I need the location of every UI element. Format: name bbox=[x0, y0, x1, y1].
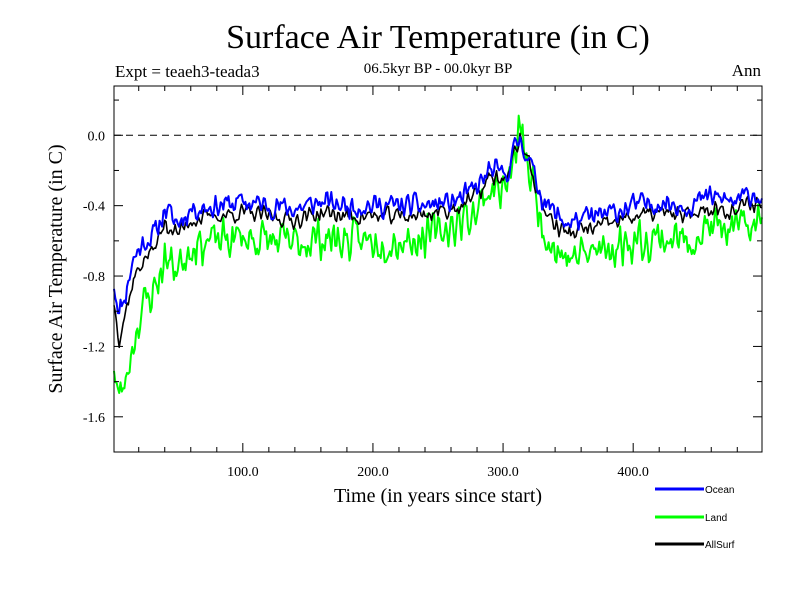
x-tick-label: 300.0 bbox=[487, 465, 519, 480]
series-line-ocean bbox=[113, 136, 763, 315]
series-line-allsurf bbox=[113, 132, 763, 349]
experiment-label: Expt = teaeh3-teada3 bbox=[115, 62, 260, 81]
chart-title: Surface Air Temperature (in C) bbox=[226, 19, 650, 56]
season-label: Ann bbox=[732, 61, 762, 80]
plot-frame bbox=[113, 85, 763, 453]
y-tick-label: -1.6 bbox=[83, 411, 105, 426]
x-axis: 100.0 200.0 300.0 400.0 bbox=[138, 86, 738, 480]
y-tick-label: -0.4 bbox=[83, 200, 105, 215]
legend-label-land: Land bbox=[705, 513, 727, 524]
legend-label-allsurf: AllSurf bbox=[705, 540, 735, 551]
legend-label-ocean: Ocean bbox=[705, 485, 734, 496]
legend: Ocean Land AllSurf bbox=[655, 485, 735, 551]
chart-subtitle: 06.5kyr BP - 00.0kyr BP bbox=[364, 61, 513, 77]
series-line-land bbox=[113, 114, 763, 395]
y-tick-label: 0.0 bbox=[88, 129, 106, 144]
x-axis-label: Time (in years since start) bbox=[334, 485, 542, 507]
x-tick-label: 200.0 bbox=[357, 465, 389, 480]
x-tick-label: 100.0 bbox=[227, 465, 259, 480]
y-tick-label: -1.2 bbox=[83, 340, 105, 355]
y-axis-label: Surface Air Temperature (in C) bbox=[45, 144, 67, 393]
plot-area bbox=[113, 114, 763, 395]
x-tick-label: 400.0 bbox=[617, 465, 649, 480]
y-axis: 0.0 -0.4 -0.8 -1.2 -1.6 bbox=[83, 99, 762, 453]
y-tick-label: -0.8 bbox=[83, 270, 105, 285]
